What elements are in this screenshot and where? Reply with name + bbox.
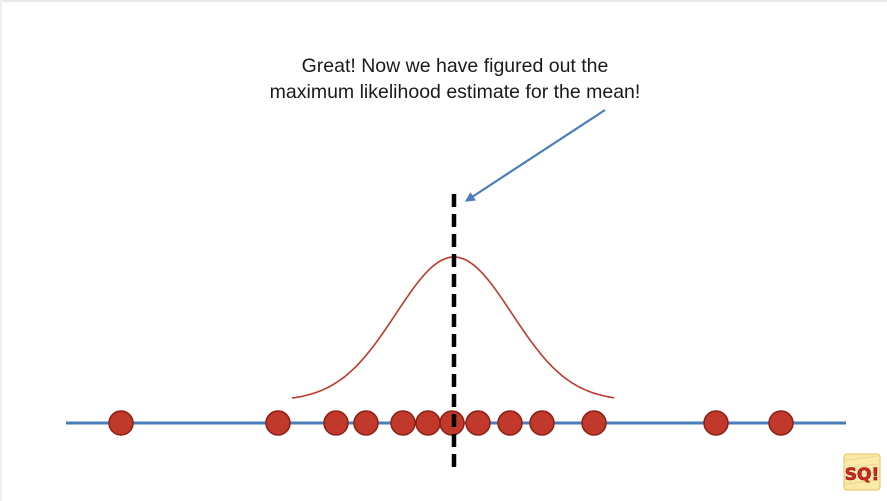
logo-text: SQ! (845, 465, 879, 485)
data-point (703, 410, 729, 436)
slide-caption: Great! Now we have figured out the maxim… (200, 53, 710, 105)
slide-left-border (0, 0, 2, 501)
pointer-arrow (464, 109, 606, 202)
caption-line-1: Great! Now we have figured out the (301, 55, 609, 77)
data-point (390, 410, 416, 436)
data-point (415, 410, 441, 436)
statquest-so-logo-icon: SQ! (843, 453, 881, 491)
data-point (323, 410, 349, 436)
data-point (497, 410, 523, 436)
data-points (108, 410, 794, 436)
data-point (265, 410, 291, 436)
data-point (581, 410, 607, 436)
data-point (529, 410, 555, 436)
data-point (768, 410, 794, 436)
slide-top-border (0, 0, 887, 2)
data-point (465, 410, 491, 436)
data-point (108, 410, 134, 436)
caption-line-2: maximum likelihood estimate for the mean… (269, 81, 641, 103)
data-point (353, 410, 379, 436)
